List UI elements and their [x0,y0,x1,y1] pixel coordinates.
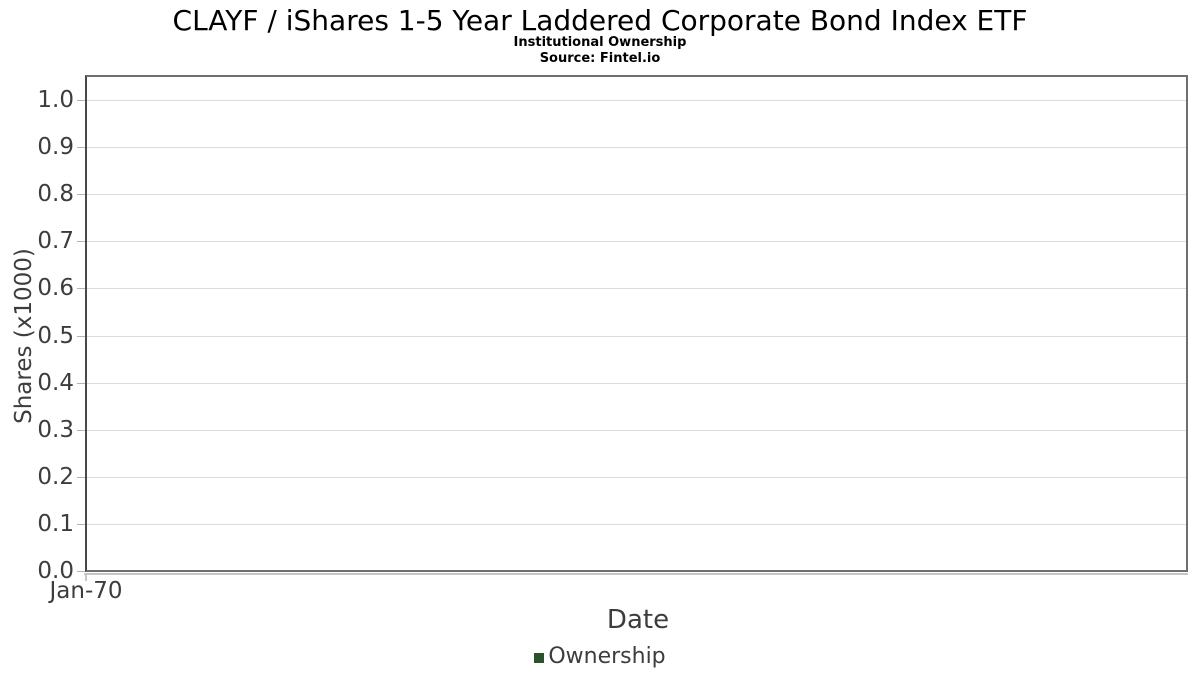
y-tick-mark [77,147,85,148]
y-tick-label: 0.5 [37,323,74,349]
plot-area [85,75,1188,572]
y-tick-mark [77,430,85,431]
y-tick-mark [77,477,85,478]
y-gridline [87,477,1186,478]
legend-label: Ownership [548,644,666,669]
y-gridline [87,241,1186,242]
legend-item-ownership[interactable]: Ownership [0,644,1200,669]
y-tick-mark [77,524,85,525]
chart-subtitle: Institutional Ownership [513,35,687,50]
x-tick-label: Jan-70 [49,578,123,604]
y-tick-mark [77,336,85,337]
x-axis-title: Date [606,605,670,635]
y-tick-label: 0.8 [37,181,74,207]
y-tick-mark [77,241,85,242]
y-tick-label: 0.6 [37,275,74,301]
legend-swatch-ownership [534,652,545,663]
y-tick-label: 0.1 [37,511,74,537]
y-tick-mark [77,194,85,195]
y-tick-label: 0.3 [37,417,74,443]
y-gridline [87,288,1186,289]
y-tick-label: 0.4 [37,370,74,396]
y-tick-label: 0.0 [37,558,74,584]
x-axis-line [84,573,1188,575]
y-tick-mark [77,383,85,384]
y-gridline [87,336,1186,337]
y-gridline [87,100,1186,101]
chart-title: CLAYF / iShares 1-5 Year Laddered Corpor… [172,4,1028,37]
y-gridline [87,383,1186,384]
y-tick-label: 0.7 [37,228,74,254]
y-tick-mark [77,288,85,289]
y-tick-mark [77,100,85,101]
y-gridline [87,430,1186,431]
y-gridline [87,194,1186,195]
y-tick-label: 0.9 [37,134,74,160]
chart-source: Source: Fintel.io [539,51,661,66]
y-gridline [87,524,1186,525]
y-tick-label: 0.2 [37,464,74,490]
y-gridline [87,147,1186,148]
y-gridline [87,571,1186,572]
x-tick-mark [85,573,87,581]
y-tick-label: 1.0 [37,87,74,113]
y-tick-mark [77,571,85,572]
